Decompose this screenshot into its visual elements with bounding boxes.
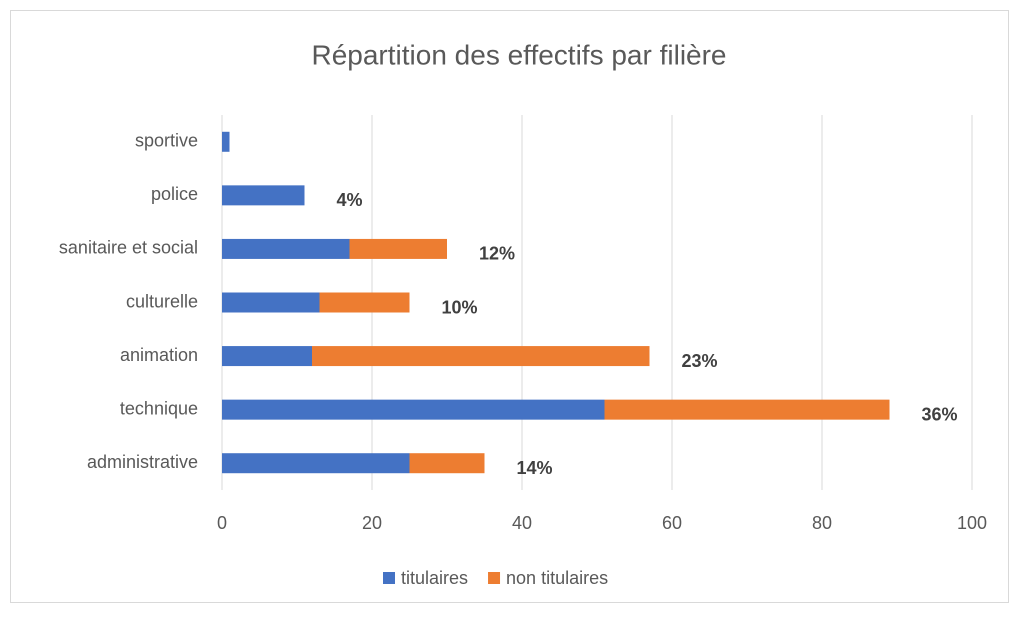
bar-segment bbox=[222, 346, 312, 367]
x-tick-label: 0 bbox=[217, 513, 227, 533]
x-tick-label: 40 bbox=[512, 513, 532, 533]
legend-swatch bbox=[383, 572, 395, 584]
total-label: 10% bbox=[442, 297, 478, 317]
y-tick-label: animation bbox=[120, 345, 198, 365]
total-label: 12% bbox=[479, 244, 515, 264]
chart-title: Répartition des effectifs par filière bbox=[311, 39, 726, 70]
bar-segment bbox=[222, 453, 410, 474]
y-tick-label: sportive bbox=[135, 131, 198, 151]
total-label: 14% bbox=[517, 458, 553, 478]
bar-segment bbox=[222, 185, 305, 206]
legend-label: titulaires bbox=[401, 568, 468, 588]
total-label: 36% bbox=[922, 404, 958, 424]
legend-label: non titulaires bbox=[506, 568, 608, 588]
y-tick-label: sanitaire et social bbox=[59, 238, 198, 258]
bar-segment bbox=[604, 399, 890, 420]
legend-swatch bbox=[488, 572, 501, 584]
bar-segment bbox=[409, 453, 485, 474]
bar-segment bbox=[222, 238, 350, 259]
chart-frame bbox=[10, 10, 1009, 603]
total-label: 4% bbox=[337, 190, 363, 210]
x-tick-label: 60 bbox=[662, 513, 682, 533]
y-tick-label: technique bbox=[120, 398, 198, 418]
bar-segment bbox=[222, 399, 605, 420]
bar-segment bbox=[349, 238, 447, 259]
x-tick-label: 80 bbox=[812, 513, 832, 533]
y-tick-label: police bbox=[151, 184, 198, 204]
bar-segment bbox=[319, 292, 410, 313]
x-tick-label: 20 bbox=[362, 513, 382, 533]
y-tick-label: culturelle bbox=[126, 291, 198, 311]
total-label: 23% bbox=[682, 351, 718, 371]
bar-segment bbox=[312, 346, 650, 367]
y-tick-label: administrative bbox=[87, 452, 198, 472]
bar-segment bbox=[222, 131, 230, 152]
x-tick-label: 100 bbox=[957, 513, 987, 533]
bar-segment bbox=[222, 292, 320, 313]
